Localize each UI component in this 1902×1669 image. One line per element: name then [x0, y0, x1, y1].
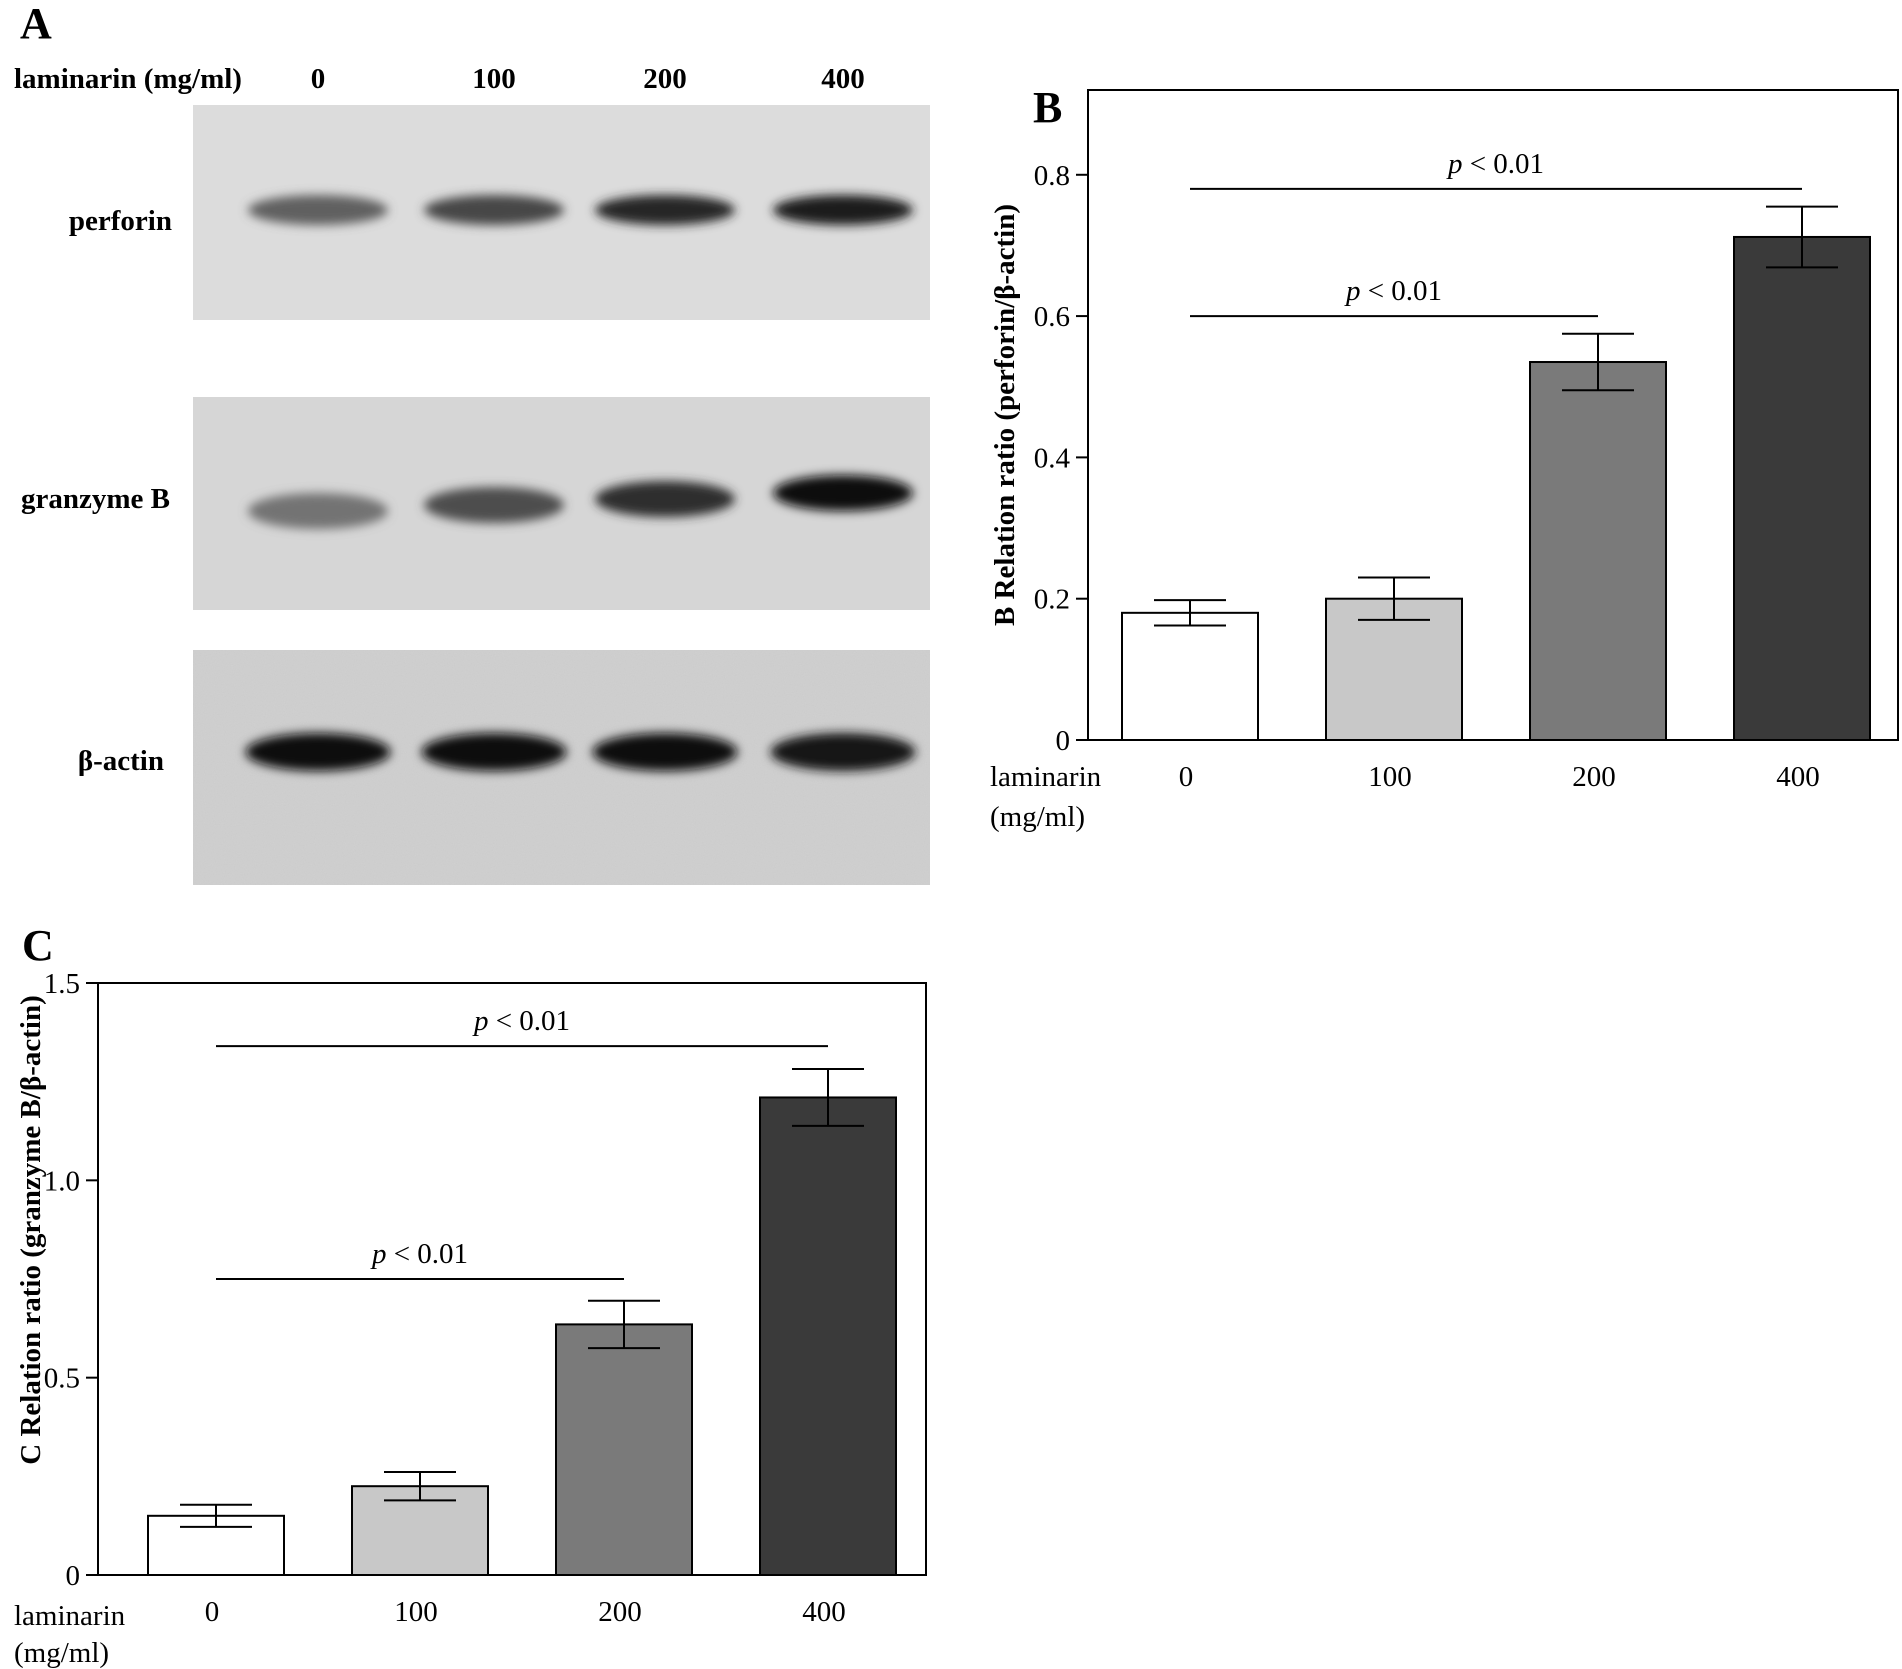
- band-beta-actin-lane-400: [770, 733, 916, 771]
- band-beta-actin-lane-100: [421, 733, 567, 771]
- band-granzyme-b-lane-200: [595, 481, 735, 517]
- panel-b-letter: B: [1033, 83, 1062, 132]
- band-perforin-lane-100: [424, 195, 564, 225]
- chart-c-ytick-label: 0.5: [44, 1363, 80, 1395]
- panel-a: A laminarin (mg/ml) 0 100 200 400 perfor…: [14, 0, 930, 885]
- chart-b-xtick-label-400: 400: [1776, 761, 1820, 793]
- chart-c-plot: 0 0.5 1.0 1.5 0 100 200 400 p < 0.01 p < 0.01: [44, 968, 897, 1628]
- chart-c-ytick-label: 0: [66, 1560, 81, 1592]
- band-perforin-lane-200: [595, 195, 735, 225]
- chart-c-ytick-label: 1.0: [44, 1165, 80, 1197]
- chart-c-xtick-label-0: 0: [205, 1596, 220, 1628]
- band-granzyme-b-lane-400: [773, 475, 913, 511]
- chart-b-significance-label: p < 0.01: [1446, 148, 1544, 180]
- chart-c-significance-label: p < 0.01: [370, 1238, 468, 1270]
- chart-b-bar-200: [1529, 361, 1667, 741]
- chart-c-xtick-label-100: 100: [394, 1596, 438, 1628]
- dose-label: laminarin (mg/ml): [14, 63, 242, 95]
- band-granzyme-b-lane-100: [424, 487, 564, 523]
- panel-c-letter: C: [22, 921, 54, 970]
- chart-b-xtick-label-100: 100: [1368, 761, 1412, 793]
- panel-c: C C Relation ratio (granzyme B/β-actin) …: [14, 921, 927, 1669]
- chart-b-xtick-label-200: 200: [1572, 761, 1616, 793]
- row-label-beta-actin: β-actin: [78, 745, 164, 777]
- chart-b-bar-400: [1733, 235, 1871, 742]
- lane-label-0: 0: [311, 63, 326, 95]
- blot-bands: [245, 195, 916, 771]
- band-beta-actin-lane-0: [245, 733, 391, 771]
- chart-c-bar-200: [555, 1323, 693, 1577]
- band-perforin-lane-400: [773, 195, 913, 225]
- row-label-perforin: perforin: [69, 205, 172, 237]
- chart-c-xlabel-line2: (mg/ml): [14, 1637, 109, 1669]
- chart-b-xtick-label-0: 0: [1179, 761, 1194, 793]
- chart-b-xlabel-line1: laminarin: [990, 761, 1102, 793]
- panel-b: B B Relation ratio (perforin/β-actin) la…: [989, 83, 1899, 833]
- chart-b-bar-100: [1325, 597, 1463, 742]
- lane-label-400: 400: [821, 63, 865, 95]
- lane-label-200: 200: [643, 63, 687, 95]
- lane-label-100: 100: [472, 63, 516, 95]
- chart-b-ylabel: B Relation ratio (perforin/β-actin): [989, 204, 1021, 626]
- chart-c-xlabel-line1: laminarin: [14, 1600, 126, 1632]
- chart-b-plot: 0 0.2 0.4 0.6 0.8 0 100 200 400 p < 0.01 p < 0.01: [1034, 148, 1871, 793]
- chart-b-xlabel-line2: (mg/ml): [990, 801, 1085, 833]
- chart-b-ytick-label: 0.6: [1034, 301, 1070, 333]
- chart-c-ylabel: C Relation ratio (granzyme B/β-actin): [15, 995, 47, 1465]
- row-label-granzyme-b: granzyme B: [21, 483, 170, 515]
- band-beta-actin-lane-200: [592, 733, 738, 771]
- chart-c-frame: [97, 982, 927, 1576]
- chart-b-ytick-label: 0.4: [1034, 442, 1071, 474]
- chart-b-bar-0: [1121, 611, 1259, 742]
- chart-b-ytick-label: 0.8: [1034, 160, 1070, 192]
- chart-b-ytick-label: 0.2: [1034, 584, 1070, 616]
- band-granzyme-b-lane-0: [248, 493, 388, 529]
- chart-b-significance-label: p < 0.01: [1344, 275, 1442, 307]
- chart-c-ytick-label: 1.5: [44, 968, 80, 1000]
- chart-b-frame: [1087, 89, 1899, 741]
- chart-c-xtick-label-200: 200: [598, 1596, 642, 1628]
- chart-c-bar-400: [759, 1096, 897, 1577]
- chart-b-ytick-label: 0: [1056, 725, 1071, 757]
- chart-c-xtick-label-400: 400: [802, 1596, 846, 1628]
- chart-c-significance-label: p < 0.01: [472, 1005, 570, 1037]
- panel-a-letter: A: [20, 0, 52, 48]
- band-perforin-lane-0: [248, 195, 388, 225]
- chart-c-bar-100: [351, 1485, 489, 1576]
